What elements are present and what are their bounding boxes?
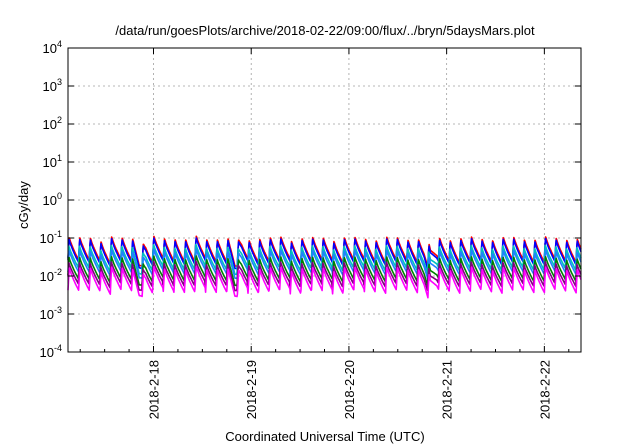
- x-tick-label: 2018-2-18: [147, 360, 162, 419]
- chart-title: /data/run/goesPlots/archive/2018-02-22/0…: [115, 23, 535, 38]
- y-tick-label: 101: [43, 153, 62, 170]
- x-axis: 2018-2-18 2018-2-19 2018-2-20 2018-2-21 2018…: [79, 48, 570, 419]
- x-tick-label: 2018-2-19: [244, 360, 259, 419]
- x-tick-label: 2018-2-20: [342, 360, 357, 419]
- y-tick-label: 10-1: [40, 229, 62, 246]
- series-line: [67, 243, 582, 276]
- y-axis-label: cGy/day: [16, 181, 31, 229]
- y-tick-label: 10-2: [40, 267, 62, 284]
- series-line: [67, 255, 582, 287]
- y-tick-label: 102: [43, 115, 62, 132]
- x-tick-label: 2018-2-22: [537, 360, 552, 419]
- x-tick-label: 2018-2-21: [440, 360, 455, 419]
- y-tick-label: 10-3: [40, 305, 62, 322]
- series-line: [67, 260, 582, 292]
- y-tick-label: 10-4: [40, 343, 62, 360]
- y-tick-label: 103: [43, 77, 62, 94]
- series-layer: [67, 235, 582, 299]
- y-tick-label: 100: [43, 191, 62, 208]
- y-tick-label: 104: [43, 39, 62, 56]
- x-axis-label: Coordinated Universal Time (UTC): [225, 429, 424, 444]
- series-line: [67, 237, 582, 270]
- y-axis: 10-4 10-3 10-2 10-1 100 101 102 103 104: [40, 39, 581, 360]
- series-line: [67, 265, 582, 299]
- grid-layer: [68, 48, 581, 352]
